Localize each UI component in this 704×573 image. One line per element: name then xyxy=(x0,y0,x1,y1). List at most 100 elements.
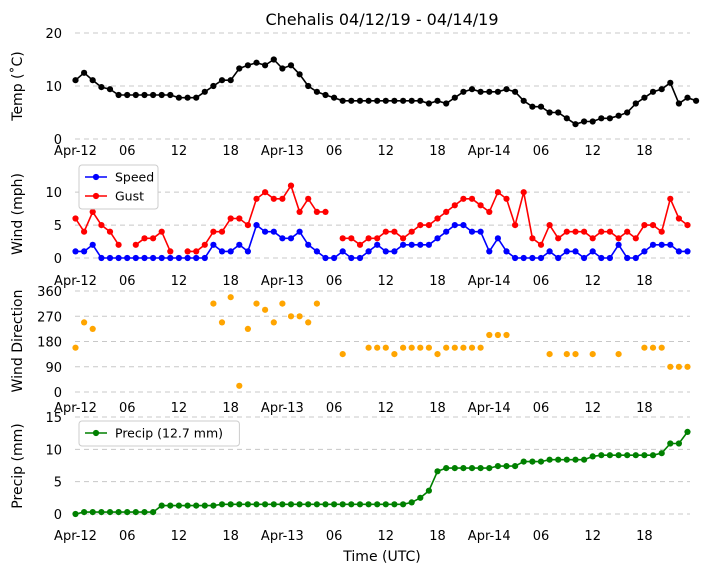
data-point xyxy=(477,465,484,472)
x-tick-label: 12 xyxy=(171,529,188,544)
x-tick-label: 12 xyxy=(584,401,601,416)
data-point xyxy=(537,103,545,110)
data-point xyxy=(244,62,251,69)
data-point xyxy=(339,501,346,508)
data-point xyxy=(356,501,364,508)
data-point xyxy=(408,344,415,351)
x-tick-label: 18 xyxy=(222,144,239,159)
y-tick-label: 5 xyxy=(54,476,62,491)
data-point xyxy=(175,94,182,101)
y-axis-label: Temp (˚C) xyxy=(9,51,26,121)
data-point xyxy=(322,91,329,99)
data-point xyxy=(365,501,372,508)
data-point xyxy=(227,248,234,255)
x-tick-label: Apr-13 xyxy=(261,144,304,159)
data-point xyxy=(486,208,493,215)
data-point xyxy=(641,222,648,229)
data-point xyxy=(520,97,527,104)
data-point xyxy=(313,501,320,508)
series-precip-12-7-mm xyxy=(72,428,691,518)
data-point xyxy=(400,501,407,508)
data-point xyxy=(201,88,208,95)
data-point xyxy=(236,65,243,72)
y-tick-label: 10 xyxy=(45,80,62,95)
data-point xyxy=(589,248,596,255)
data-point xyxy=(408,97,415,104)
series-gust xyxy=(72,182,691,255)
data-point xyxy=(555,109,562,116)
data-point xyxy=(425,241,432,248)
legend-label: Gust xyxy=(115,189,144,204)
data-point xyxy=(451,344,458,351)
data-point xyxy=(598,452,605,459)
x-tick-label: Apr-14 xyxy=(468,144,511,159)
data-point xyxy=(434,215,441,222)
data-point xyxy=(356,254,364,262)
data-point xyxy=(167,248,174,255)
data-point xyxy=(624,228,631,235)
data-point xyxy=(649,344,657,351)
data-point xyxy=(262,189,269,196)
data-point xyxy=(322,501,329,508)
data-point xyxy=(400,235,407,242)
data-point xyxy=(641,248,648,255)
data-point xyxy=(667,79,674,86)
data-point xyxy=(382,248,389,255)
data-point xyxy=(124,91,131,99)
data-point xyxy=(667,440,674,447)
data-point xyxy=(598,115,605,122)
x-tick-label: Apr-14 xyxy=(468,401,511,416)
y-tick-label: 0 xyxy=(54,386,62,401)
data-point xyxy=(227,294,234,301)
data-point xyxy=(115,91,122,99)
data-point xyxy=(132,254,139,262)
data-point xyxy=(184,254,191,262)
data-point xyxy=(218,228,226,235)
legend: Precip (12.7 mm) xyxy=(78,420,240,447)
data-point xyxy=(624,452,631,459)
data-point xyxy=(391,228,398,235)
data-point xyxy=(270,56,277,63)
x-tick-label: 06 xyxy=(326,401,343,416)
data-point xyxy=(106,228,114,235)
data-point xyxy=(658,86,665,93)
data-point xyxy=(374,501,381,508)
x-tick-label: Apr-14 xyxy=(468,274,511,289)
x-tick-label: 18 xyxy=(636,274,653,289)
data-point xyxy=(339,97,346,104)
x-tick-label: 12 xyxy=(378,401,395,416)
data-point xyxy=(511,254,519,262)
y-tick-label: 180 xyxy=(37,336,62,351)
data-point xyxy=(382,344,389,351)
data-point xyxy=(693,97,700,104)
data-point xyxy=(305,241,312,248)
series-speed xyxy=(72,222,691,262)
data-point xyxy=(115,508,122,516)
data-point xyxy=(649,241,657,248)
data-point xyxy=(167,254,174,262)
data-point xyxy=(563,115,570,122)
x-tick-label: 06 xyxy=(326,529,343,544)
data-point xyxy=(408,228,415,235)
data-point xyxy=(262,501,269,508)
data-point xyxy=(572,121,579,128)
data-point xyxy=(563,248,570,255)
data-point xyxy=(175,502,182,509)
data-point xyxy=(201,254,208,262)
data-point xyxy=(89,241,96,248)
data-point xyxy=(494,235,501,242)
data-point xyxy=(313,300,320,307)
data-point xyxy=(503,331,510,339)
data-point xyxy=(287,62,295,69)
data-point xyxy=(477,344,484,351)
data-point xyxy=(434,235,441,242)
data-point xyxy=(331,94,338,101)
data-point xyxy=(365,97,372,104)
data-point xyxy=(546,456,553,463)
data-point xyxy=(581,118,588,125)
data-point xyxy=(279,300,286,307)
data-point xyxy=(81,228,88,235)
x-tick-label: 18 xyxy=(222,401,239,416)
data-point xyxy=(555,254,562,262)
